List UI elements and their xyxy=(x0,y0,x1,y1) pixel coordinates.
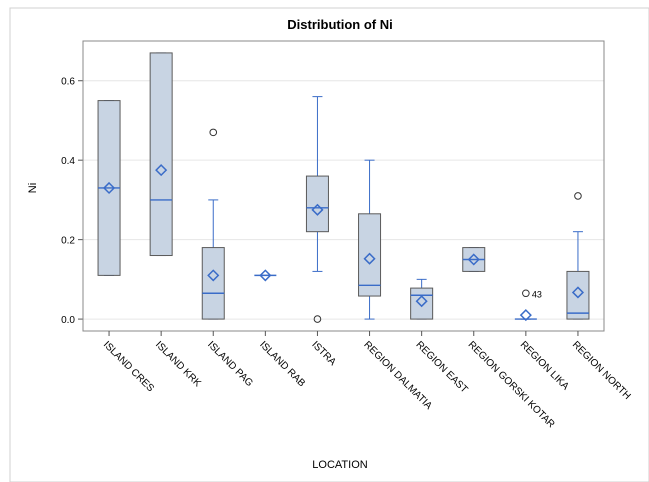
box-iqr xyxy=(358,213,382,297)
outlier-label: 43 xyxy=(532,289,542,299)
plot-border xyxy=(82,40,605,332)
box-iqr xyxy=(201,247,225,320)
y-tick-label: 0.6 xyxy=(61,77,75,88)
mean-marker xyxy=(363,252,376,265)
mean-marker xyxy=(102,181,116,195)
mean-marker xyxy=(571,286,585,299)
chart-title: Distribution of Ni xyxy=(287,17,392,32)
mean-marker xyxy=(415,295,428,308)
y-axis-label: Ni xyxy=(27,183,39,193)
box-iqr xyxy=(410,287,434,320)
y-tick-label: 0.2 xyxy=(61,236,75,247)
box-iqr xyxy=(149,52,173,257)
box-iqr xyxy=(566,270,590,320)
outlier-point xyxy=(522,289,530,298)
mean-marker xyxy=(155,164,168,177)
mean-marker xyxy=(311,203,324,216)
y-tick-label: 0.0 xyxy=(61,315,75,326)
x-axis-label: LOCATION xyxy=(312,459,367,471)
y-tick-label: 0.4 xyxy=(61,156,75,167)
outlier-point xyxy=(209,128,218,137)
outlier-point xyxy=(574,192,582,200)
mean-marker xyxy=(519,309,532,322)
mean-marker xyxy=(207,269,220,282)
mean-marker xyxy=(467,253,480,266)
mean-marker xyxy=(259,269,272,282)
outlier-point xyxy=(313,315,322,323)
